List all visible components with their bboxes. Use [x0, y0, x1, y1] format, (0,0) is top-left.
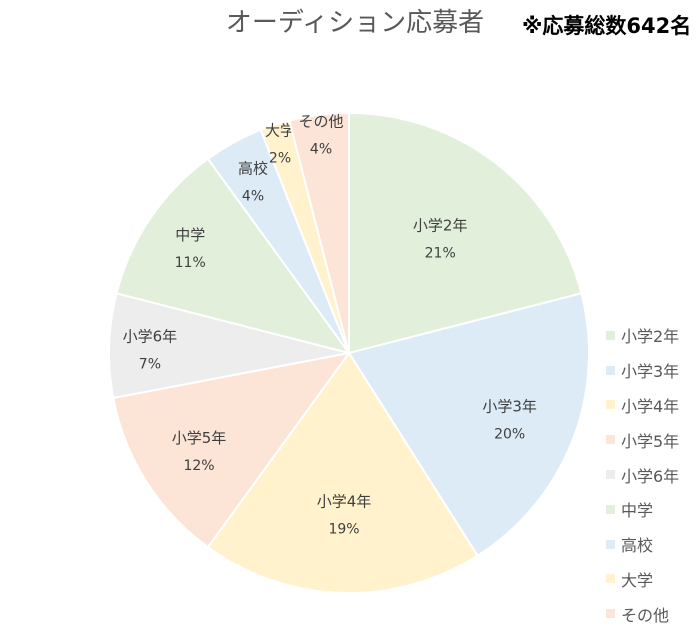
- slice-percent-大学: 2%: [269, 151, 291, 167]
- legend-label: 小学3年: [621, 362, 680, 382]
- slice-percent-小学5年: 12%: [183, 458, 214, 474]
- slice-label-小学4年: 小学4年: [317, 492, 372, 510]
- pie-slice-小学3年: [347, 292, 590, 558]
- chart-title: オーディション応募者: [225, 8, 485, 38]
- pie-slice-その他: [288, 111, 350, 354]
- chart-legend: 小学2年小学3年小学4年小学5年小学6年中学高校大学その他: [606, 318, 679, 631]
- legend-swatch: [606, 365, 615, 375]
- legend-swatch: [606, 435, 615, 445]
- legend-swatch: [606, 574, 615, 584]
- slice-percent-その他: 4%: [310, 142, 332, 158]
- legend-item-高校: 高校: [606, 527, 679, 562]
- legend-swatch: [606, 470, 615, 480]
- legend-label: 高校: [621, 536, 654, 556]
- legend-item-大学: 大学: [606, 562, 679, 597]
- legend-swatch: [606, 539, 615, 549]
- slice-percent-中学: 11%: [175, 255, 206, 271]
- legend-label: 大学: [621, 570, 654, 590]
- slice-percent-小学3年: 20%: [494, 427, 525, 443]
- legend-item-小学5年: 小学5年: [606, 422, 679, 457]
- legend-label: 小学4年: [621, 396, 680, 416]
- legend-item-その他: その他: [606, 596, 679, 631]
- slice-label-小学5年: 小学5年: [172, 429, 227, 447]
- slice-percent-高校: 4%: [242, 188, 264, 204]
- slice-label-その他: その他: [299, 113, 344, 131]
- legend-swatch: [606, 609, 615, 619]
- slice-percent-小学4年: 19%: [328, 521, 359, 537]
- slice-label-小学3年: 小学3年: [482, 398, 537, 416]
- pie-slice-中学: [115, 157, 352, 355]
- legend-label: 小学2年: [621, 327, 680, 347]
- legend-label: 小学6年: [621, 466, 680, 486]
- slice-label-中学: 中学: [175, 226, 205, 244]
- slice-label-小学2年: 小学2年: [413, 216, 468, 234]
- slice-percent-小学2年: 21%: [425, 245, 456, 261]
- legend-swatch: [606, 504, 615, 514]
- legend-label: 中学: [621, 501, 654, 521]
- legend-item-小学4年: 小学4年: [606, 388, 679, 423]
- slice-label-小学6年: 小学6年: [123, 328, 178, 346]
- legend-label: その他: [621, 605, 670, 625]
- pie-slice-小学5年: [112, 351, 352, 549]
- legend-item-小学3年: 小学3年: [606, 353, 679, 388]
- pie-slice-小学6年: [108, 292, 350, 400]
- legend-label: 小学5年: [621, 431, 680, 451]
- legend-item-中学: 中学: [606, 492, 679, 527]
- pie-slice-小学2年: [348, 111, 583, 355]
- total-applicants-note: ※応募総数642名: [522, 14, 692, 38]
- slice-percent-小学6年: 7%: [139, 357, 161, 373]
- legend-item-小学2年: 小学2年: [606, 318, 679, 353]
- legend-swatch: [606, 400, 615, 410]
- slice-label-大学: 大学: [265, 122, 295, 140]
- legend-item-小学6年: 小学6年: [606, 457, 679, 492]
- slice-label-高校: 高校: [238, 159, 268, 177]
- legend-swatch: [606, 330, 615, 340]
- pie-slice-小学4年: [206, 351, 479, 594]
- pie-chart: 小学2年 21% 小学3年 20% 小学4年 19% 小学5年 12% 小学6年 7% 中学 11% 高…: [108, 111, 590, 594]
